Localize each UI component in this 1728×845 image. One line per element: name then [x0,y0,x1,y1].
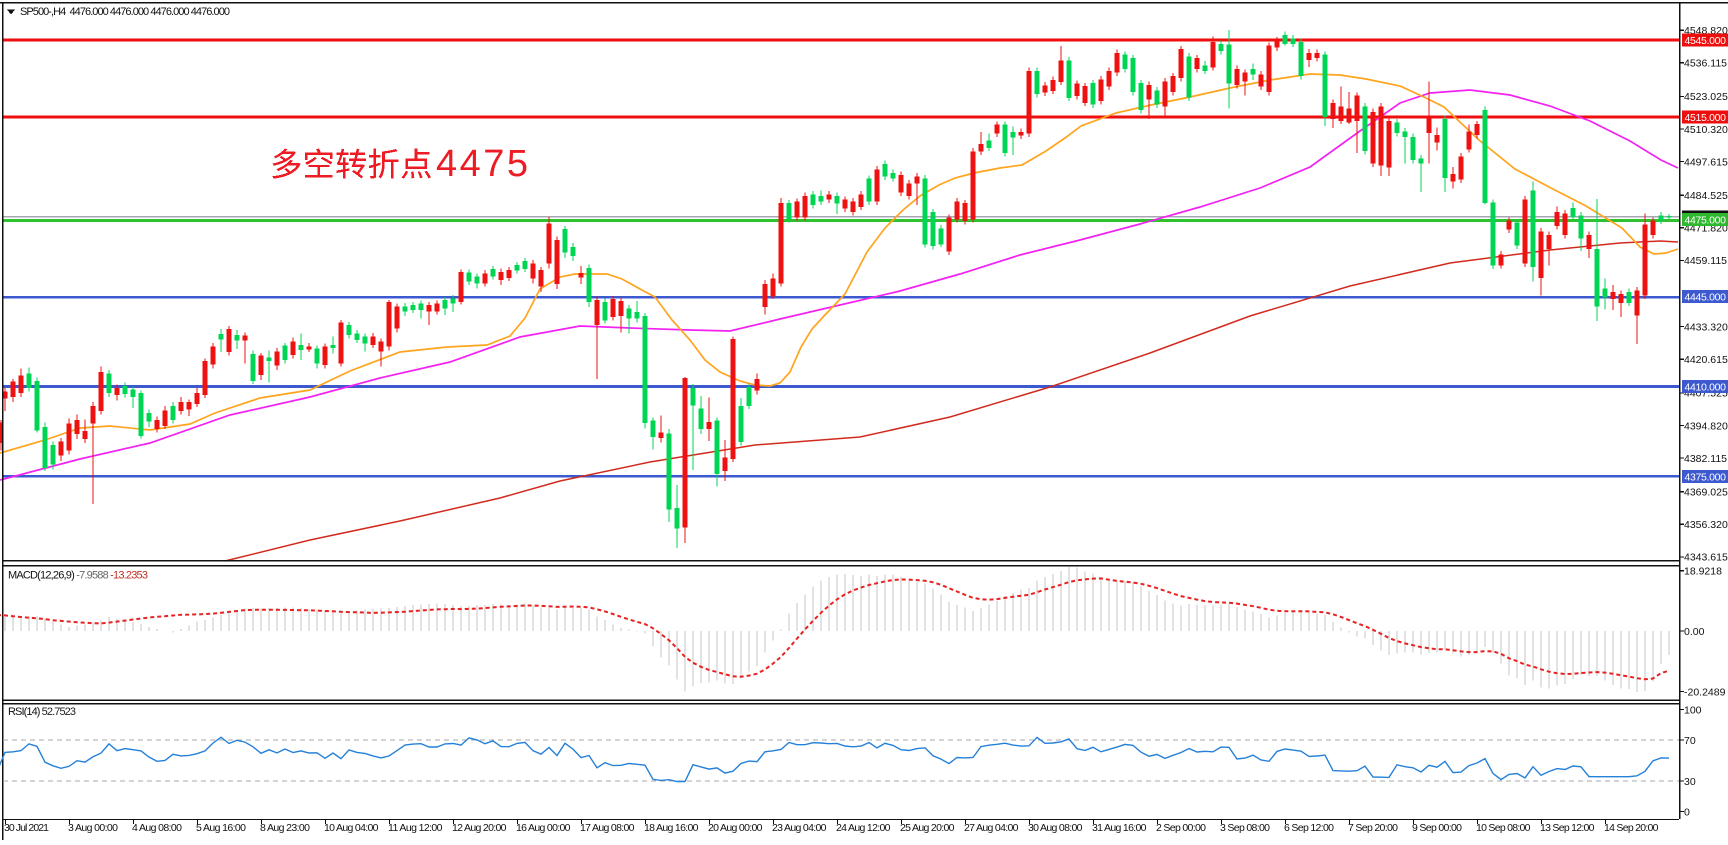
svg-text:0: 0 [1684,806,1690,818]
svg-text:20 Aug 00:00: 20 Aug 00:00 [708,822,763,834]
svg-text:18.9218: 18.9218 [1684,566,1722,578]
svg-text:18 Aug 16:00: 18 Aug 16:00 [644,822,699,834]
svg-text:12 Aug 20:00: 12 Aug 20:00 [452,822,507,834]
svg-text:8 Aug 23:00: 8 Aug 23:00 [260,822,310,834]
svg-text:23 Aug 04:00: 23 Aug 04:00 [772,822,827,834]
svg-text:4343.615: 4343.615 [1684,552,1728,564]
svg-text:100: 100 [1684,704,1702,716]
svg-text:-20.2489: -20.2489 [1684,686,1726,698]
svg-text:RSI(14) 52.7523: RSI(14) 52.7523 [8,706,76,718]
svg-text:4410.000: 4410.000 [1685,382,1727,394]
svg-text:4445.000: 4445.000 [1685,292,1727,304]
svg-text:9 Sep 00:00: 9 Sep 00:00 [1412,822,1462,834]
svg-text:4523.025: 4523.025 [1684,91,1728,103]
svg-text:4536.115: 4536.115 [1684,58,1727,70]
svg-text:4375.000: 4375.000 [1685,471,1727,483]
svg-text:24 Aug 12:00: 24 Aug 12:00 [836,822,891,834]
svg-text:16 Aug 00:00: 16 Aug 00:00 [516,822,571,834]
svg-text:6 Sep 12:00: 6 Sep 12:00 [1284,822,1334,834]
svg-text:0.00: 0.00 [1684,626,1705,638]
svg-text:2 Sep 00:00: 2 Sep 00:00 [1156,822,1206,834]
svg-text:4510.320: 4510.320 [1684,124,1728,136]
svg-text:4484.525: 4484.525 [1684,190,1728,202]
svg-text:30: 30 [1684,776,1696,788]
svg-text:10 Sep 08:00: 10 Sep 08:00 [1476,822,1531,834]
svg-text:27 Aug 04:00: 27 Aug 04:00 [964,822,1019,834]
svg-text:4459.115: 4459.115 [1684,255,1727,267]
svg-text:3 Aug 00:00: 3 Aug 00:00 [68,822,118,834]
svg-text:5 Aug 16:00: 5 Aug 16:00 [196,822,246,834]
svg-text:30 Aug 08:00: 30 Aug 08:00 [1028,822,1083,834]
svg-text:4382.115: 4382.115 [1684,453,1727,465]
svg-text:3 Sep 08:00: 3 Sep 08:00 [1220,822,1270,834]
svg-text:4545.000: 4545.000 [1685,35,1727,47]
svg-text:4433.320: 4433.320 [1684,321,1728,333]
svg-text:30 Jul 2021: 30 Jul 2021 [4,822,49,834]
svg-text:4394.820: 4394.820 [1684,420,1728,432]
svg-text:4 Aug 08:00: 4 Aug 08:00 [132,822,182,834]
svg-text:7 Sep 20:00: 7 Sep 20:00 [1348,822,1398,834]
svg-text:13 Sep 12:00: 13 Sep 12:00 [1540,822,1595,834]
svg-text:4369.025: 4369.025 [1684,487,1728,499]
svg-text:4497.615: 4497.615 [1684,156,1728,168]
svg-text:31 Aug 16:00: 31 Aug 16:00 [1092,822,1147,834]
svg-text:4356.320: 4356.320 [1684,519,1728,531]
svg-text:11 Aug 12:00: 11 Aug 12:00 [388,822,443,834]
svg-text:10 Aug 04:00: 10 Aug 04:00 [324,822,379,834]
svg-text:70: 70 [1684,735,1696,747]
svg-text:25 Aug 20:00: 25 Aug 20:00 [900,822,955,834]
svg-text:4420.615: 4420.615 [1684,354,1728,366]
svg-text:MACD(12,26,9) -7.9588 -13.2353: MACD(12,26,9) -7.9588 -13.2353 [8,570,148,582]
svg-text:17 Aug 08:00: 17 Aug 08:00 [580,822,635,834]
svg-text:SP500-,H4 4476.000 4476.000 4: SP500-,H4 4476.000 4476.000 4476.000 447… [20,6,230,18]
svg-text:4475.000: 4475.000 [1685,215,1727,227]
svg-text:14 Sep 20:00: 14 Sep 20:00 [1604,822,1659,834]
svg-text:4515.000: 4515.000 [1685,112,1727,124]
